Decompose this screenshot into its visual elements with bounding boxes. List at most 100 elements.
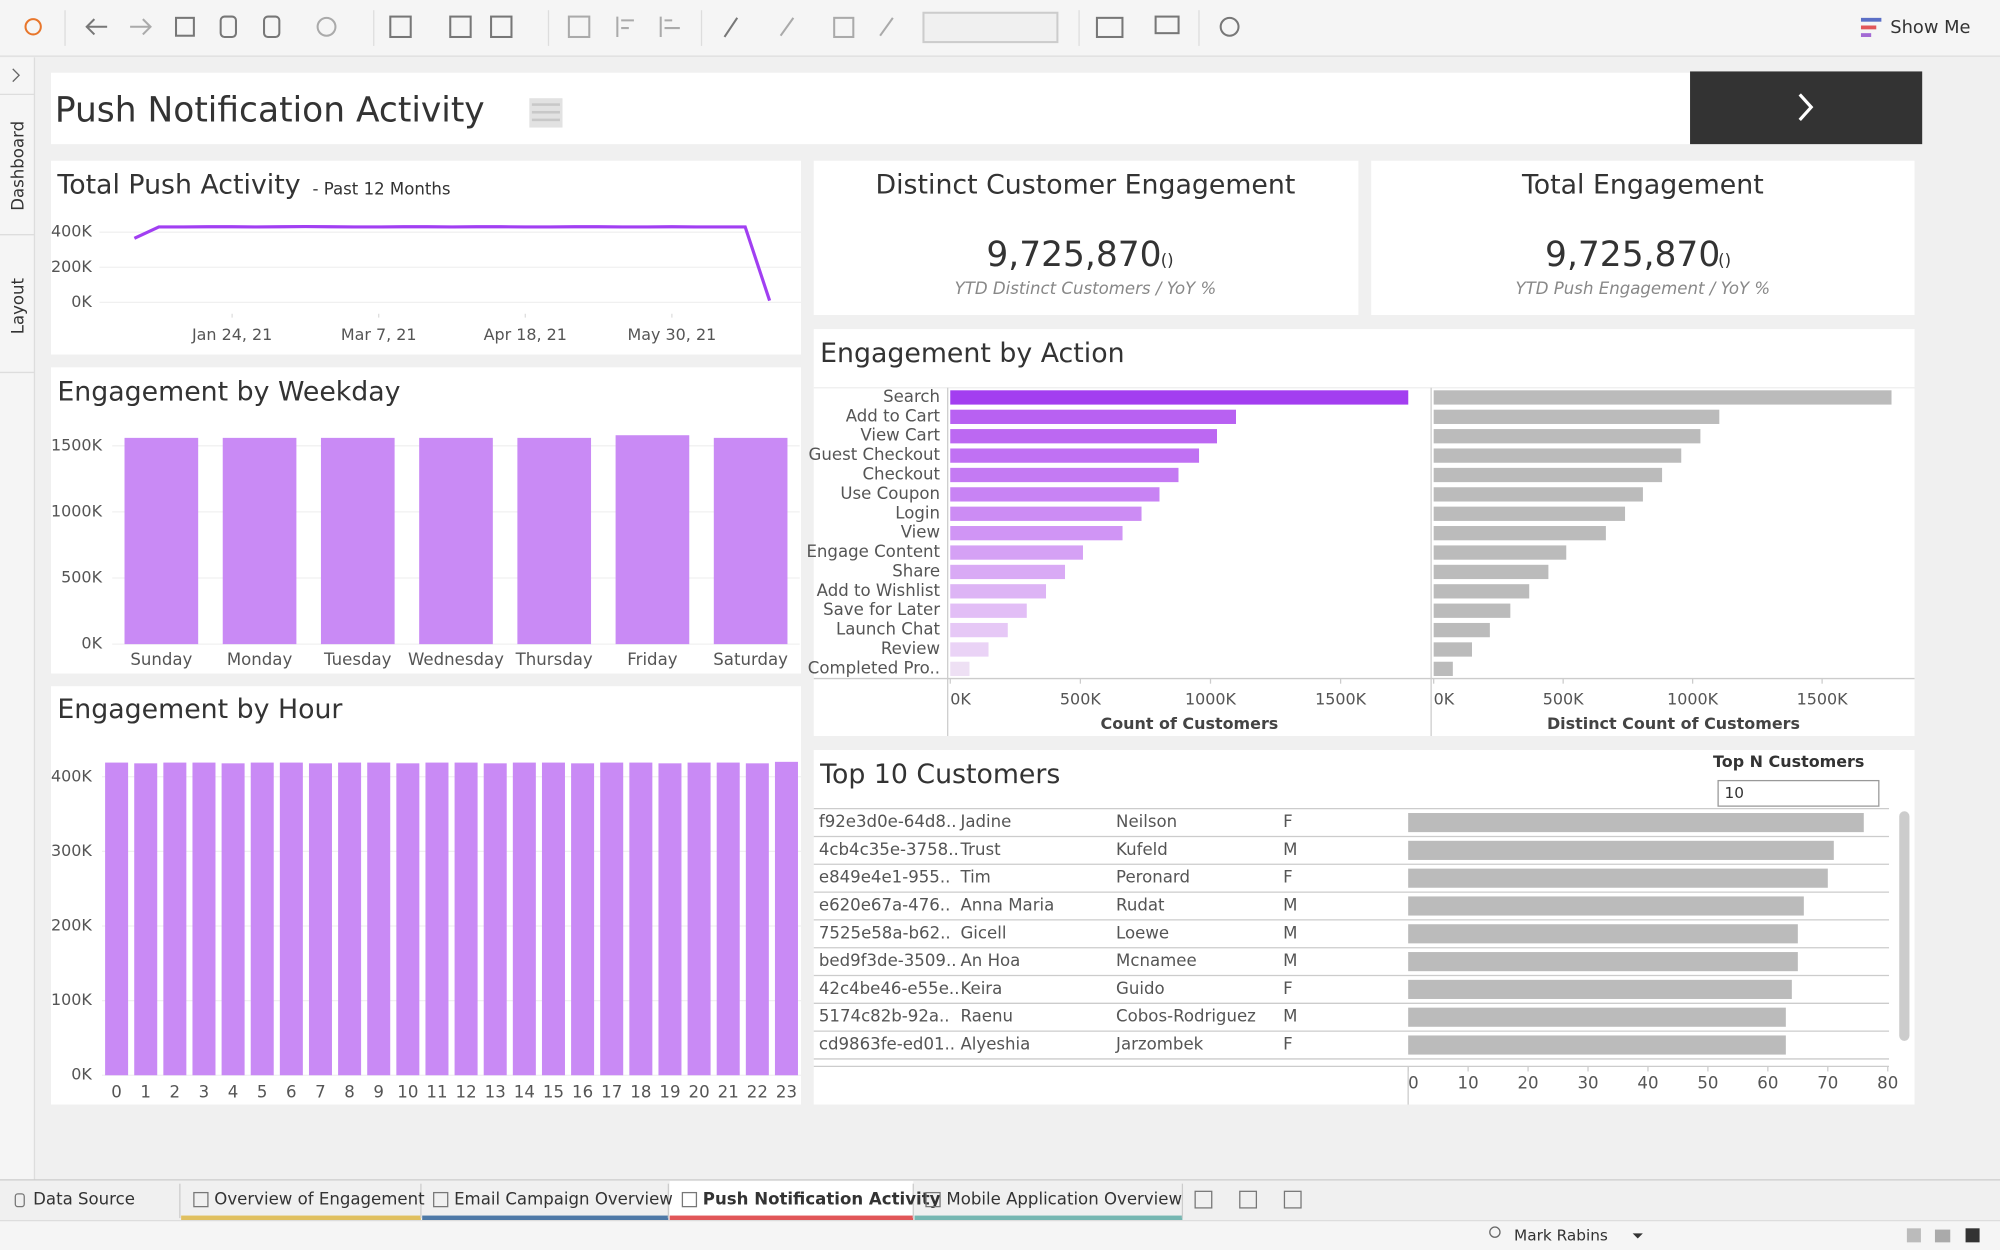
bar	[1433, 622, 1490, 638]
pin[interactable]	[879, 17, 894, 37]
expand-arrow[interactable]	[12, 68, 21, 83]
bar	[950, 642, 989, 657]
highlight[interactable]	[723, 17, 739, 38]
grid-view[interactable]	[1906, 1228, 1921, 1243]
sheet-tab[interactable]: Overview of Engagement	[214, 1190, 425, 1209]
new-worksheet[interactable]	[389, 15, 412, 39]
parameter-value[interactable]: 10	[1724, 784, 1743, 802]
cell-id: e849e4e1-955..	[819, 868, 951, 887]
sheet-tab[interactable]: Data Source	[33, 1190, 135, 1209]
sheet-tab[interactable]: Mobile Application Overview	[946, 1190, 1182, 1209]
bar	[1433, 603, 1511, 618]
bar	[221, 763, 245, 1076]
sheet-tab[interactable]: Email Campaign Overview	[454, 1190, 673, 1209]
x-tick-label: 2	[170, 1083, 181, 1102]
new-data-source[interactable]	[219, 15, 237, 39]
side-tab[interactable]: Layout	[9, 277, 28, 334]
sort-desc[interactable]	[659, 16, 680, 37]
labels[interactable]	[833, 16, 855, 39]
cell-id: 7525e58a-b62..	[819, 923, 951, 942]
x-tick-label: 1500K	[1797, 690, 1849, 709]
scrollbar[interactable]	[1899, 811, 1910, 1041]
user-dropdown[interactable]	[1632, 1233, 1643, 1239]
bar	[419, 437, 493, 645]
user-name[interactable]: Mark Rabins	[1514, 1226, 1608, 1244]
icon	[681, 1191, 698, 1208]
new-dashboard[interactable]	[1239, 1190, 1258, 1209]
x-tick-label: Tuesday	[323, 650, 392, 669]
cell-first-name: Anna Maria	[960, 895, 1054, 914]
status-bar	[0, 1220, 2000, 1250]
x-tick-label: 20	[1518, 1074, 1539, 1093]
redo[interactable]	[130, 18, 152, 36]
bar	[1408, 1007, 1786, 1027]
bar	[950, 661, 970, 677]
side-panel	[0, 57, 35, 1180]
presentation[interactable]	[1154, 15, 1180, 35]
swap[interactable]	[567, 15, 591, 39]
cell-first-name: Trust	[959, 840, 1001, 859]
menu-icon[interactable]	[529, 98, 563, 128]
bar	[124, 437, 199, 645]
x-tick-label: 18	[630, 1083, 651, 1102]
cell-last-name: Guido	[1116, 979, 1165, 998]
new-story[interactable]	[1283, 1190, 1302, 1209]
bar	[105, 762, 129, 1076]
parameter-input[interactable]	[1717, 779, 1880, 807]
show-me-button[interactable]: Show Me	[1860, 17, 1971, 38]
bar	[1408, 840, 1834, 860]
x-tick-label: 500K	[1060, 690, 1101, 709]
show-cards[interactable]	[1095, 16, 1124, 39]
chart-title: Engagement by Weekday	[57, 376, 400, 407]
bar	[1433, 642, 1472, 657]
bar	[1433, 545, 1567, 560]
show-me-label[interactable]: Show Me	[1890, 17, 1970, 38]
new-sheet[interactable]	[1194, 1190, 1213, 1209]
y-tick-label: 400K	[51, 222, 92, 241]
panel	[1371, 160, 1915, 316]
refresh[interactable]	[316, 16, 337, 37]
fit-dropdown[interactable]	[922, 11, 1059, 44]
category-label: Launch Chat	[836, 620, 941, 639]
toolbar-separators	[64, 10, 1200, 46]
axis-title: Distinct Count of Customers	[1547, 714, 1800, 733]
sort-asc[interactable]	[616, 16, 634, 37]
undo[interactable]	[85, 18, 108, 36]
pause-updates[interactable]	[263, 15, 281, 39]
filmstrip-view[interactable]	[1934, 1229, 1951, 1243]
bar	[950, 506, 1142, 521]
bar	[1433, 390, 1892, 405]
share[interactable]	[1219, 16, 1240, 37]
cell-first-name: Gicell	[960, 923, 1006, 942]
cell-last-name: Jarzombek	[1115, 1035, 1204, 1054]
tab-color	[422, 1215, 669, 1221]
x-tick-label: 4	[228, 1083, 239, 1102]
x-tick-label: Thursday	[515, 650, 593, 669]
side-tab[interactable]: Dashboard	[9, 121, 28, 211]
duplicate[interactable]	[449, 15, 472, 39]
kpi-title: Distinct Customer Engagement	[876, 170, 1296, 201]
chart-title: Engagement by Action	[820, 338, 1124, 369]
category-label: Add to Cart	[846, 406, 941, 425]
cell-first-name: An Hoa	[960, 951, 1020, 970]
next-button[interactable]	[1690, 71, 1923, 145]
tab-view[interactable]	[1965, 1228, 1980, 1243]
x-tick-label: 70	[1817, 1074, 1838, 1093]
bar	[1433, 584, 1530, 599]
cell-last-name: Rudat	[1116, 895, 1165, 914]
bar	[950, 564, 1066, 580]
sheet-tab[interactable]: Push Notification Activity	[703, 1190, 941, 1209]
x-tick-label: Apr 18, 21	[484, 325, 567, 344]
bar	[1433, 467, 1663, 483]
x-tick-label: 6	[286, 1083, 297, 1102]
icon	[14, 1193, 25, 1208]
group[interactable]	[779, 17, 795, 37]
bar	[687, 762, 711, 1076]
x-tick-label: Saturday	[713, 650, 788, 669]
bar	[950, 584, 1047, 599]
bar	[1408, 1035, 1786, 1055]
save[interactable]	[174, 16, 195, 37]
cell-gender: F	[1283, 812, 1293, 831]
clear[interactable]	[490, 15, 513, 39]
bar	[454, 762, 478, 1076]
